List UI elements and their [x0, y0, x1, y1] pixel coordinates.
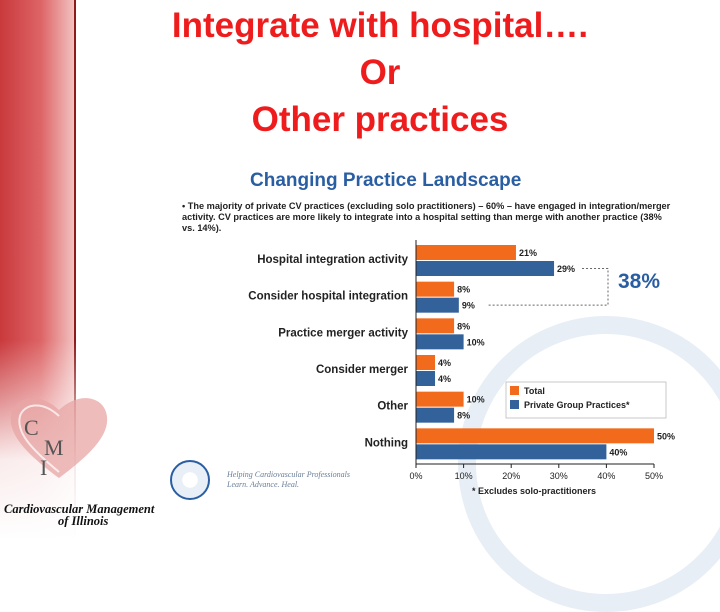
category-label: Other — [377, 401, 408, 413]
bar-private-group — [416, 261, 555, 276]
cmi-company-name: Cardiovascular Management of Illinois — [4, 503, 160, 527]
cmi-letter-i: I — [40, 455, 48, 480]
value-label: 29% — [557, 264, 575, 274]
x-tick-label: 40% — [597, 471, 615, 481]
bar-total — [416, 281, 455, 297]
cmi-letter-c: C — [24, 415, 39, 440]
value-label: 4% — [438, 358, 451, 368]
category-label: Hospital integration activity — [257, 254, 408, 266]
acc-tagline: Helping Cardiovascular Professionals Lea… — [227, 470, 350, 490]
x-tick-label: 0% — [409, 471, 422, 481]
value-label: 8% — [457, 321, 470, 331]
acc-tagline-line-2: Learn. Advance. Heal. — [227, 480, 300, 489]
value-label: 10% — [467, 395, 485, 405]
slide-title-line-1: Integrate with hospital…. — [171, 6, 589, 45]
bar-total — [416, 245, 516, 260]
slide-title-line-2: Or — [359, 53, 401, 92]
value-label: 21% — [519, 248, 537, 258]
legend-label: Total — [524, 386, 545, 396]
legend-swatch — [510, 400, 519, 409]
annotation-bracket — [486, 268, 609, 306]
legend-box — [505, 381, 667, 419]
bar-chart: Hospital integration activity 21% 29% Consi… — [248, 240, 675, 481]
chart-note: • The majority of private CV practices (… — [182, 201, 671, 233]
bar-private-group — [416, 444, 607, 460]
chart-title: Changing Practice Landscape — [250, 170, 522, 191]
category-label: Consider hospital integration — [248, 291, 408, 303]
annotation-38: 38% — [618, 270, 661, 293]
value-label: 9% — [462, 301, 475, 311]
bar-private-group — [416, 371, 436, 386]
category-label: Nothing — [365, 437, 408, 449]
category-label: Practice merger activity — [278, 327, 408, 339]
value-label: 4% — [438, 374, 451, 384]
chart-footnote: * Excludes solo-practitioners — [472, 486, 597, 496]
bar-total — [416, 391, 464, 407]
x-tick-label: 20% — [502, 471, 520, 481]
legend-swatch — [510, 386, 519, 395]
cmi-name-line-2: of Illinois — [58, 514, 109, 527]
x-tick-label: 50% — [645, 471, 663, 481]
bar-total — [416, 355, 436, 370]
bar-private-group — [416, 334, 464, 350]
slide-title: Integrate with hospital…. Or Other pract… — [80, 2, 680, 143]
bar-private-group — [416, 407, 455, 423]
bar-private-group — [416, 297, 459, 313]
x-tick-label: 10% — [455, 471, 473, 481]
value-label: 40% — [609, 447, 627, 457]
bar-total — [416, 318, 455, 334]
heart-logo-icon — [10, 398, 108, 478]
cmi-letter-m: M — [44, 435, 64, 460]
cmi-letters: C M I — [24, 415, 64, 480]
cmi-name-line-1: Cardiovascular Management — [4, 503, 155, 516]
side-divider — [74, 0, 76, 540]
acc-seal-icon — [170, 460, 210, 500]
chart-figure: Changing Practice Landscape • The majori… — [172, 166, 720, 612]
bar-total — [416, 428, 654, 444]
slide-title-line-3: Other practices — [251, 100, 509, 139]
x-tick-label: 30% — [550, 471, 568, 481]
value-label: 10% — [467, 337, 485, 347]
legend-label: Private Group Practices* — [524, 400, 630, 410]
acc-tagline-line-1: Helping Cardiovascular Professionals — [227, 470, 350, 479]
category-label: Consider merger — [316, 364, 409, 376]
value-label: 8% — [457, 285, 470, 295]
value-label: 50% — [657, 431, 675, 441]
value-label: 8% — [457, 411, 470, 421]
